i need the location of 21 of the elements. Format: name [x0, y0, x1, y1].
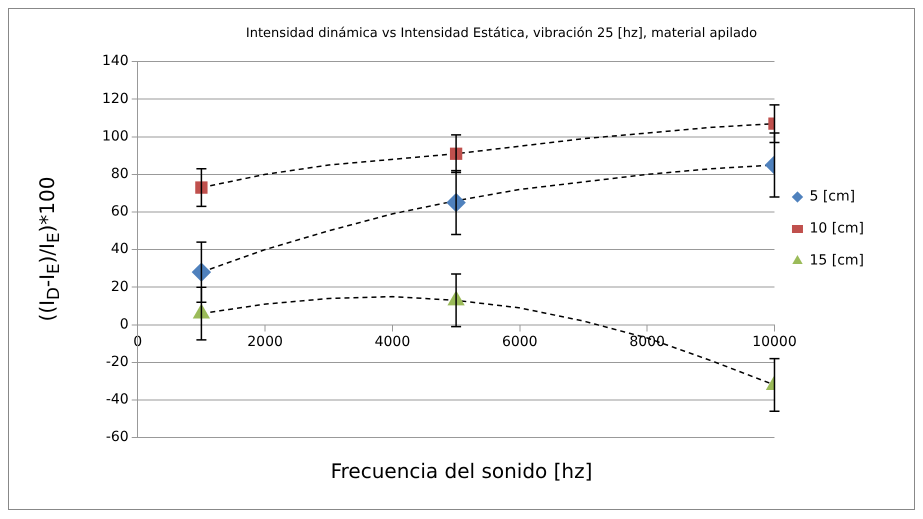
y-tick-label: 100	[102, 128, 129, 144]
y-tick-label: 20	[110, 278, 129, 295]
x-tick-label: 10000	[752, 334, 797, 350]
y-tick-label: 60	[110, 204, 129, 220]
x-tick-label: 4000	[374, 334, 410, 350]
legend-label: 5 [cm]	[809, 188, 856, 205]
x-axis-title: Frecuencia del sonido [hz]	[330, 459, 594, 483]
y-tick-label: -60	[106, 429, 129, 446]
y-tick-label: 80	[110, 166, 129, 182]
y-tick-label: 140	[102, 53, 129, 70]
y-tick-label: 40	[110, 241, 129, 258]
y-tick-label: 120	[102, 90, 129, 107]
x-tick-label: 2000	[247, 334, 283, 350]
y-tick-label: -20	[106, 354, 129, 370]
legend-label: 10 [cm]	[809, 220, 864, 237]
y-tick-label: 0	[120, 316, 129, 332]
legend-label: 15 [cm]	[809, 252, 864, 269]
x-tick-label: 8000	[629, 334, 665, 350]
chart-title: Intensidad dinámica vs Intensidad Estática, vibración 25 [hz], material apilado	[246, 26, 758, 42]
x-tick-label: 6000	[502, 334, 538, 350]
y-tick-label: -40	[106, 392, 129, 408]
